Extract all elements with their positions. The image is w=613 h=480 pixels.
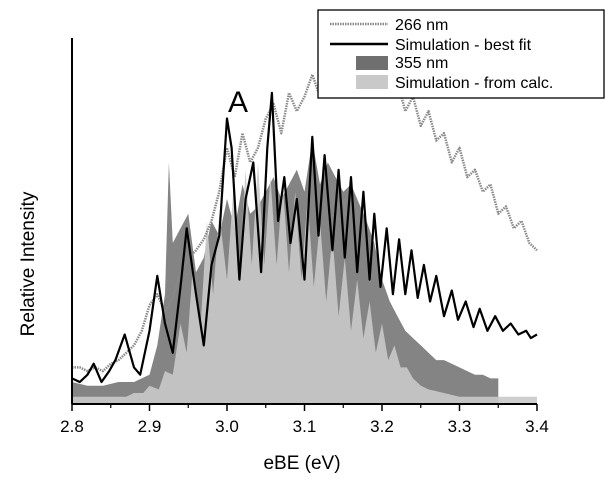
x-axis-title: eBE (eV) [263, 453, 340, 474]
x-tick-label: 2.8 [60, 417, 84, 436]
y-axis-title: Relative Intensity [18, 191, 39, 336]
x-tick-label: 3.2 [370, 417, 394, 436]
legend-swatch-sim-calc [356, 75, 388, 89]
x-tick-label: 3.3 [448, 417, 472, 436]
x-tick-label: 3.1 [293, 417, 317, 436]
legend-label-sim-calc: Simulation - from calc. [395, 75, 553, 92]
series-area-sim-calc [72, 162, 537, 404]
series-line-sim-best [71, 91, 538, 384]
x-axis-ticks: 2.8 2.9 3.0 3.1 3.2 3.3 3.4 [60, 404, 549, 436]
legend-label-sim-best: Simulation - best fit [395, 37, 532, 54]
x-tick-label: 3.4 [525, 417, 549, 436]
legend-label-266nm: 266 nm [395, 17, 448, 34]
x-tick-label: 2.9 [138, 417, 162, 436]
legend: 266 nm Simulation - best fit 355 nm Simu… [317, 9, 605, 99]
series-layer [71, 66, 538, 404]
legend-label-355nm: 355 nm [395, 55, 448, 72]
panel-label: A [228, 86, 248, 119]
series-line-266nm [72, 66, 538, 373]
x-tick-label: 3.0 [215, 417, 239, 436]
legend-swatch-355nm [356, 56, 388, 70]
